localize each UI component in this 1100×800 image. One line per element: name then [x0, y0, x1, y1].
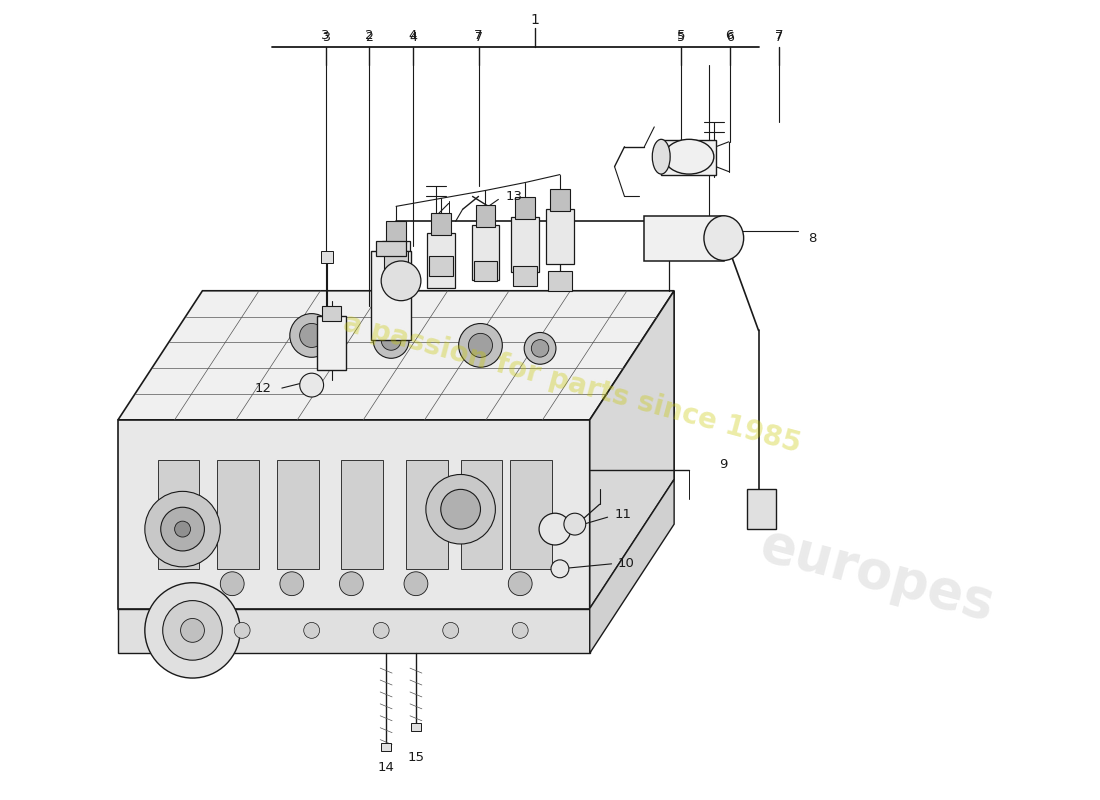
Circle shape: [564, 514, 585, 535]
Circle shape: [426, 474, 495, 544]
Circle shape: [145, 491, 220, 567]
Bar: [411, 722, 421, 730]
Polygon shape: [118, 609, 590, 654]
Bar: [431, 214, 451, 235]
Circle shape: [539, 514, 571, 545]
Circle shape: [304, 622, 320, 638]
Circle shape: [508, 572, 532, 596]
Bar: [473, 261, 497, 281]
Bar: [512, 218, 539, 272]
Text: 5: 5: [676, 29, 685, 42]
Bar: [429, 256, 453, 276]
Text: a passion for parts since 1985: a passion for parts since 1985: [340, 310, 804, 459]
Circle shape: [525, 333, 556, 364]
Circle shape: [513, 622, 528, 638]
Circle shape: [442, 622, 459, 638]
Bar: [427, 233, 454, 288]
Bar: [645, 216, 724, 261]
Bar: [372, 251, 411, 341]
Circle shape: [299, 323, 323, 347]
Ellipse shape: [664, 139, 714, 174]
Text: 14: 14: [377, 761, 395, 774]
Polygon shape: [118, 290, 674, 420]
Text: 7: 7: [474, 31, 483, 44]
Text: 1: 1: [530, 13, 539, 26]
Polygon shape: [590, 290, 674, 609]
Text: 13: 13: [505, 190, 522, 203]
Bar: [218, 459, 258, 569]
Circle shape: [441, 490, 481, 529]
Circle shape: [163, 601, 222, 660]
Circle shape: [175, 521, 190, 537]
Circle shape: [382, 330, 400, 350]
Text: 3: 3: [321, 31, 330, 44]
Text: 7: 7: [474, 29, 483, 42]
Bar: [384, 251, 408, 271]
Circle shape: [299, 373, 323, 397]
Bar: [376, 241, 406, 256]
Text: 3: 3: [321, 29, 330, 42]
Text: europes: europes: [755, 518, 1001, 631]
Circle shape: [340, 572, 363, 596]
Bar: [515, 198, 535, 219]
Bar: [321, 306, 341, 321]
Circle shape: [234, 622, 250, 638]
Circle shape: [469, 334, 493, 358]
Bar: [157, 459, 199, 569]
Circle shape: [382, 261, 421, 301]
Circle shape: [531, 340, 549, 357]
Text: 5: 5: [678, 31, 685, 44]
Bar: [386, 222, 406, 243]
Bar: [320, 251, 332, 263]
Bar: [472, 226, 499, 280]
Bar: [548, 271, 572, 290]
Circle shape: [551, 560, 569, 578]
Circle shape: [373, 622, 389, 638]
Text: 7: 7: [776, 31, 783, 44]
Circle shape: [279, 572, 304, 596]
Text: 11: 11: [615, 508, 631, 521]
Bar: [382, 241, 410, 296]
Bar: [747, 490, 777, 529]
Text: 6: 6: [726, 31, 734, 44]
Bar: [546, 210, 574, 264]
Bar: [277, 459, 319, 569]
Bar: [514, 266, 537, 286]
Text: 9: 9: [718, 458, 727, 471]
Circle shape: [145, 582, 240, 678]
Bar: [661, 140, 716, 174]
Text: 4: 4: [409, 31, 417, 44]
Text: 4: 4: [409, 29, 417, 42]
Bar: [317, 315, 346, 370]
Circle shape: [220, 572, 244, 596]
Circle shape: [404, 572, 428, 596]
Bar: [382, 742, 392, 750]
Text: 8: 8: [808, 232, 816, 245]
Bar: [461, 459, 503, 569]
Bar: [550, 190, 570, 211]
Polygon shape: [590, 479, 674, 654]
Text: 2: 2: [365, 29, 374, 42]
Ellipse shape: [704, 216, 744, 261]
Circle shape: [459, 323, 503, 367]
Ellipse shape: [652, 139, 670, 174]
Circle shape: [289, 314, 333, 358]
Circle shape: [180, 618, 205, 642]
Text: 7: 7: [776, 29, 783, 42]
Text: 15: 15: [407, 751, 425, 764]
Bar: [341, 459, 383, 569]
Bar: [475, 206, 495, 227]
Bar: [406, 459, 448, 569]
Text: 10: 10: [617, 558, 635, 570]
Circle shape: [373, 322, 409, 358]
Polygon shape: [118, 420, 590, 609]
Circle shape: [161, 507, 205, 551]
Text: 6: 6: [726, 29, 734, 42]
Bar: [510, 459, 552, 569]
Text: 2: 2: [365, 31, 373, 44]
Text: 12: 12: [255, 382, 272, 394]
